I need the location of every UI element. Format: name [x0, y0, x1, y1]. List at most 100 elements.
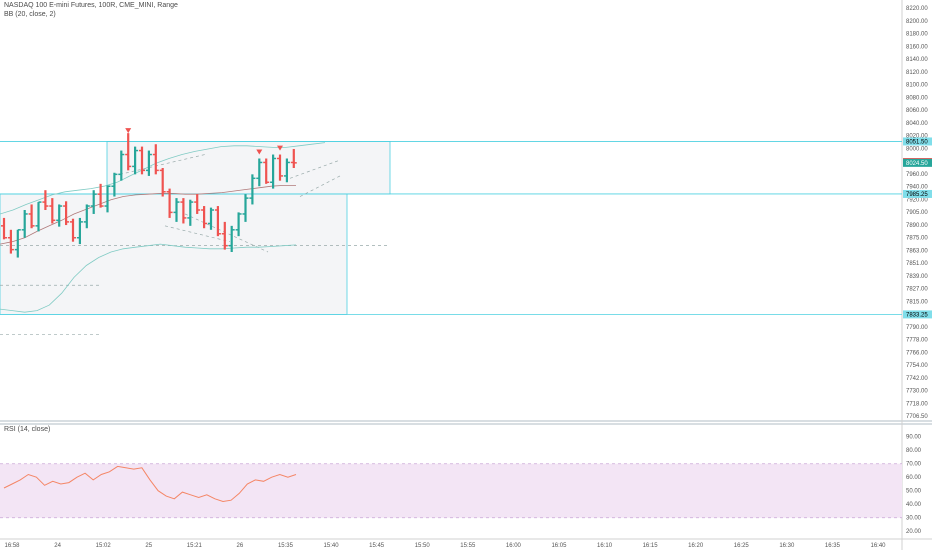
time-tick-label: 15:45: [369, 543, 385, 549]
ohlc-bar: [194, 194, 201, 214]
ohlc-bar: [228, 225, 235, 252]
price-tick-label: 7863.00: [906, 248, 928, 254]
rsi-indicator-label[interactable]: RSI (14, close): [4, 426, 51, 433]
ohlc-bar: [7, 229, 14, 254]
time-tick-label: 26: [237, 543, 244, 549]
time-tick-label: 25: [145, 543, 152, 549]
time-tick-label: 16:15: [643, 543, 659, 549]
rsi-tick-label: 20.00: [906, 529, 922, 535]
time-tick-label: 24: [54, 543, 61, 549]
rsi-band-fill: [0, 463, 902, 518]
price-tick-label: 8200.00: [906, 19, 928, 25]
rsi-tick-label: 60.00: [906, 475, 922, 481]
ohlc-bar: [263, 158, 270, 184]
price-tick-label: 8040.00: [906, 121, 928, 127]
ohlc-bar: [42, 190, 49, 210]
ohlc-bar: [159, 168, 166, 197]
price-tick-label: 7940.00: [906, 185, 928, 191]
time-tick-label: 15:02: [96, 543, 112, 549]
trend-line: [289, 159, 341, 179]
price-tick-label: 8100.00: [906, 83, 928, 89]
price-tick-label: 7827.00: [906, 287, 928, 293]
price-tick-label: 7890.00: [906, 223, 928, 229]
bb-lower-line: [0, 243, 297, 313]
rsi-tick-label: 80.00: [906, 448, 922, 454]
ohlc-bar: [125, 133, 132, 171]
price-tick-label: 7754.00: [906, 363, 928, 369]
ohlc-bar: [14, 229, 21, 258]
ohlc-bar: [21, 210, 28, 238]
time-tick-label: 15:50: [415, 543, 431, 549]
ohlc-bar: [132, 146, 139, 175]
ohlc-bar: [277, 154, 283, 181]
rsi-tick-label: 50.00: [906, 489, 922, 495]
signal-arrow-marker: [256, 149, 263, 155]
time-tick-label: 16:30: [779, 543, 795, 549]
time-tick-label: 15:55: [460, 543, 476, 549]
price-tick-label: 8120.00: [906, 70, 928, 76]
ohlc-bar: [290, 148, 297, 168]
price-tick-label: 8020.00: [906, 134, 928, 140]
trend-line: [299, 175, 341, 197]
price-badge-label: 8051.50: [906, 139, 928, 145]
supply-zone: [106, 141, 391, 195]
ohlc-bar: [139, 146, 145, 175]
ohlc-bar: [28, 204, 35, 229]
ohlc-bar: [187, 199, 194, 226]
ohlc-bar: [214, 206, 221, 237]
ohlc-bar: [283, 158, 290, 183]
price-tick-label: 8080.00: [906, 95, 928, 101]
ohlc-bar: [70, 218, 76, 242]
trend-line: [164, 225, 231, 243]
price-tick-label: 7730.00: [906, 389, 928, 395]
price-tick-label: 7815.00: [906, 299, 928, 305]
price-tick-label: 8180.00: [906, 32, 928, 38]
ohlc-bar: [221, 221, 228, 250]
ohlc-bar: [208, 207, 214, 230]
time-tick-label: 15:40: [324, 543, 340, 549]
price-tick-label: 7839.00: [906, 274, 928, 280]
bb-indicator-label[interactable]: BB (20, close, 2): [4, 11, 56, 18]
time-tick-label: 16:40: [870, 543, 886, 549]
price-tick-label: 8060.00: [906, 108, 928, 114]
ohlc-bar: [118, 150, 125, 181]
ohlc-bar: [97, 183, 104, 208]
ohlc-bar: [235, 212, 242, 237]
ohlc-bar: [166, 188, 173, 218]
price-tick-label: 7766.00: [906, 350, 928, 356]
price-badge: [903, 189, 932, 198]
ohlc-bar: [83, 204, 90, 229]
bb-upper-line: [0, 142, 326, 215]
ohlc-bar: [180, 198, 187, 224]
price-badge-label: 7833.25: [906, 312, 928, 318]
price-badge-label: 7985.25: [906, 192, 928, 198]
ohlc-bar: [104, 185, 111, 213]
time-tick-label: 15:35: [278, 543, 294, 549]
price-tick-label: 8140.00: [906, 57, 928, 63]
price-badge-label: 8024.50: [906, 161, 928, 167]
price-tick-label: 7778.00: [906, 338, 928, 344]
price-tick-label: 7706.50: [906, 414, 928, 420]
rsi-tick-label: 40.00: [906, 502, 922, 508]
price-tick-label: 8220.00: [906, 6, 928, 12]
ohlc-bar: [145, 150, 152, 176]
price-tick-label: 7851.00: [906, 261, 928, 267]
ohlc-bar: [35, 201, 42, 232]
ohlc-bar: [173, 198, 180, 222]
signal-arrow-marker: [125, 128, 132, 134]
symbol-title: NASDAQ 100 E-mini Futures, 100R, CME_MIN…: [4, 2, 178, 9]
signal-arrow-marker: [277, 145, 283, 151]
price-tick-label: 7920.00: [906, 197, 928, 203]
price-badge: [903, 137, 932, 146]
rsi-tick-label: 90.00: [906, 435, 922, 441]
price-tick-label: 8000.00: [906, 146, 928, 152]
ohlc-bar: [270, 154, 277, 189]
ohlc-bar: [249, 174, 256, 205]
time-tick-label: 16:10: [597, 543, 613, 549]
ohlc-bar: [63, 201, 70, 226]
price-tick-label: 7875.00: [906, 236, 928, 242]
price-tick-label: 8160.00: [906, 44, 928, 50]
time-tick-label: 15:21: [187, 543, 203, 549]
ohlc-bar: [56, 204, 63, 227]
